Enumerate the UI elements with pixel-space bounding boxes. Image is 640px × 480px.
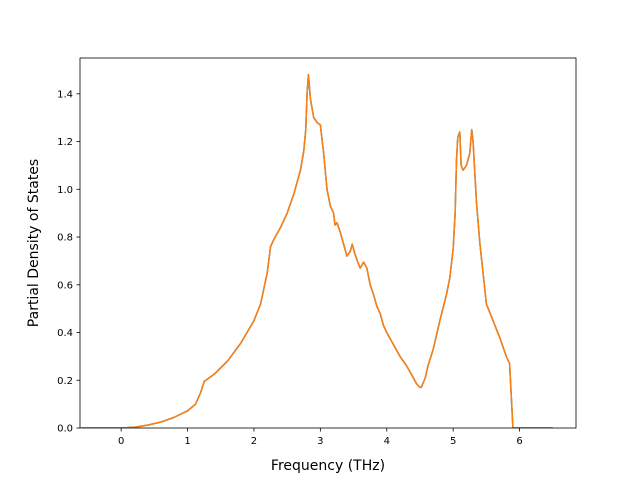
x-axis-label: Frequency (THz) <box>271 458 385 474</box>
y-tick-label: 0.4 <box>57 328 73 339</box>
ticks-layer: 0 1 2 3 4 5 6 0.0 0.2 0.4 0.6 0.8 1.0 1.2 1.4 <box>57 89 523 447</box>
y-tick-label: 1.0 <box>57 185 73 196</box>
y-axis-label: Partial Density of States <box>26 159 42 327</box>
x-tick-label: 6 <box>516 436 522 447</box>
y-tick-label: 0.2 <box>57 376 73 387</box>
plot-layer <box>81 73 553 428</box>
x-tick-label: 3 <box>317 436 323 447</box>
y-tick-label: 0.6 <box>57 280 73 291</box>
x-tick-label: 5 <box>450 436 456 447</box>
y-tick-label: 0.8 <box>57 233 73 244</box>
y-tick-label: 0.0 <box>57 424 73 435</box>
y-tick-label: 1.4 <box>57 89 73 100</box>
x-tick-label: 0 <box>118 436 124 447</box>
x-tick-label: 1 <box>184 436 190 447</box>
y-tick-label: 1.2 <box>57 137 73 148</box>
axes-frame <box>79 57 577 429</box>
x-tick-label: 2 <box>251 436 257 447</box>
x-tick-label: 4 <box>384 436 390 447</box>
series-line-2 <box>81 73 553 428</box>
